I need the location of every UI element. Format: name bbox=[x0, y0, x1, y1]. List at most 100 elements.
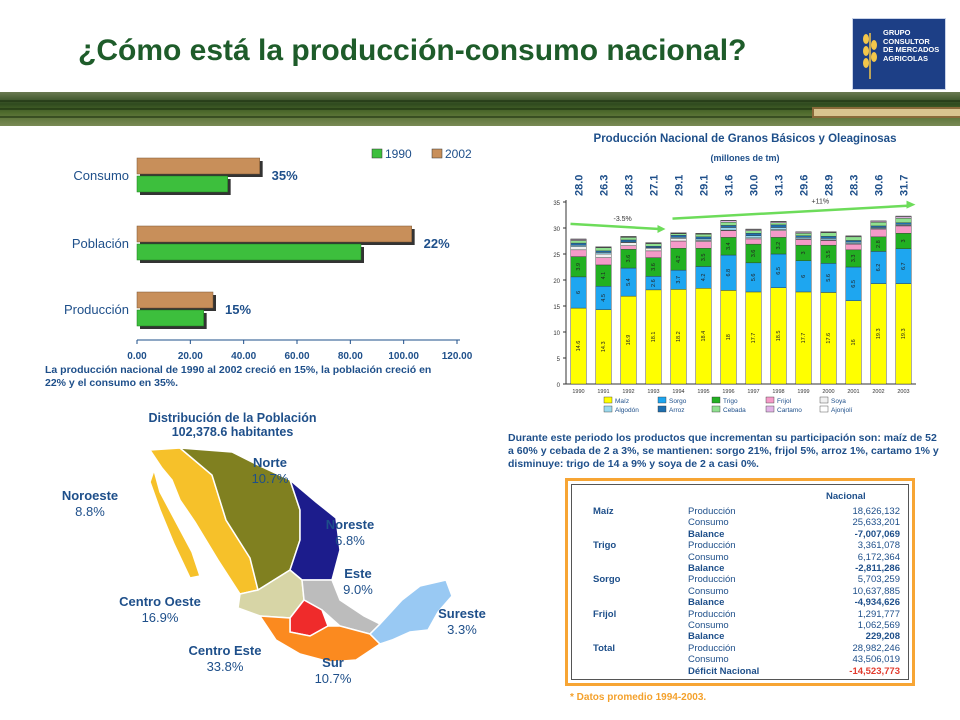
bar-segment bbox=[695, 238, 712, 241]
legend-swatch bbox=[765, 405, 775, 413]
table-row: Trigo Producción 3,361,078 bbox=[568, 540, 908, 551]
growth-ticks: 0.00 20.00 40.00 60.00 80.00 100.00 120.00 bbox=[127, 340, 473, 362]
map-title: Distribución de la Población 102,378.6 h… bbox=[110, 411, 355, 439]
x-tick-label: 1995 bbox=[697, 389, 709, 395]
total-label: 28.3 bbox=[624, 175, 636, 196]
bar-segment bbox=[770, 221, 787, 222]
y-tick-label: 5 bbox=[557, 357, 561, 363]
region-label-sur: Sur 10.7% bbox=[288, 655, 378, 687]
crop-cell: Maíz bbox=[593, 506, 614, 517]
page-title: ¿Cómo está la producción-consumo naciona… bbox=[78, 34, 747, 67]
chart-subtitle: (millones de tm) bbox=[710, 153, 780, 163]
bar-segment bbox=[720, 220, 737, 221]
mexico-map bbox=[148, 447, 453, 663]
table-row: Balance -2,811,286 bbox=[568, 563, 908, 574]
segment-label: 6.8 bbox=[726, 269, 732, 277]
bar-2002 bbox=[136, 291, 214, 309]
bar-segment bbox=[845, 235, 862, 237]
concept-cell: Balance bbox=[688, 597, 725, 609]
region-label-norte: Norte 10.7% bbox=[225, 455, 315, 487]
table-row: Balance -4,934,626 bbox=[568, 597, 908, 608]
bar-segment bbox=[645, 250, 662, 258]
value-cell: 18,626,132 bbox=[852, 506, 900, 517]
segment-label: 6.5 bbox=[776, 267, 782, 275]
row-pct: 22% bbox=[424, 236, 450, 251]
total-label: 28.3 bbox=[849, 175, 861, 196]
segment-label: 17.6 bbox=[826, 333, 832, 344]
x-tick-label: 1997 bbox=[747, 389, 759, 395]
legend-label: Trigo bbox=[723, 398, 738, 405]
table-row: Déficit Nacional -14,523,773 bbox=[568, 666, 908, 677]
bar-segment bbox=[670, 233, 687, 236]
value-cell: 43,506,019 bbox=[852, 654, 900, 666]
bar-segment bbox=[695, 236, 712, 240]
segment-label: 3.9 bbox=[576, 263, 582, 271]
total-label: 31.7 bbox=[899, 175, 911, 196]
bar-segment bbox=[870, 225, 887, 228]
x-tick-label: 2003 bbox=[897, 389, 909, 395]
region-name: Centro Oeste bbox=[119, 594, 201, 609]
total-label: 29.6 bbox=[799, 175, 811, 196]
table-row: Balance -7,007,069 bbox=[568, 529, 908, 540]
legend-swatch bbox=[711, 405, 721, 413]
y-tick-label: 15 bbox=[553, 305, 560, 311]
trend-annotations: -3.5% +11% bbox=[570, 199, 916, 234]
segment-label: 6 bbox=[801, 275, 807, 278]
total-label: 30.0 bbox=[749, 175, 761, 196]
stacked-bars: 14.6 6 3.9 14.3 4.5 4.1 16.9 5.4 3.6 18.1 2.6 3.6 18… bbox=[570, 215, 912, 385]
segment-label: 18.1 bbox=[651, 332, 657, 343]
x-tick-label: 2000 bbox=[822, 389, 834, 395]
table-header: Nacional bbox=[826, 491, 866, 502]
value-cell: 1,291,777 bbox=[857, 608, 900, 620]
tick-label: 20.00 bbox=[178, 351, 203, 362]
concept-cell: Producción bbox=[688, 506, 736, 517]
table-row: Total Producción 28,982,246 bbox=[568, 643, 908, 654]
bar-segment bbox=[695, 232, 712, 234]
row-label: Población bbox=[72, 236, 129, 251]
bar-segment bbox=[620, 236, 637, 238]
segment-label: 3.5 bbox=[701, 254, 707, 262]
legend-label: Frijol bbox=[777, 398, 792, 405]
trend-arrow-down bbox=[570, 222, 660, 231]
bar-segment bbox=[720, 225, 737, 228]
bar-segment bbox=[595, 250, 612, 253]
legend-label: Algodón bbox=[615, 407, 639, 414]
concept-cell: Balance bbox=[688, 631, 725, 643]
region-label-sureste: Sureste 3.3% bbox=[422, 606, 502, 638]
legend-label: Cebada bbox=[723, 407, 746, 414]
value-cell: 1,062,569 bbox=[857, 620, 900, 631]
bar-segment bbox=[745, 238, 762, 245]
region-pct: 3.3% bbox=[447, 622, 477, 637]
segment-label: 5.4 bbox=[626, 278, 632, 286]
value-cell: 10,637,885 bbox=[852, 585, 900, 597]
table-row: Sorgo Producción 5,703,259 bbox=[568, 574, 908, 585]
bar-segment bbox=[845, 243, 862, 251]
region-pct: 33.8% bbox=[206, 659, 244, 674]
segment-label: 3.7 bbox=[676, 276, 682, 284]
row-label: Consumo bbox=[73, 168, 129, 183]
y-tick-label: 20 bbox=[553, 279, 560, 285]
total-label: 29.1 bbox=[699, 175, 711, 196]
arrow-head bbox=[906, 200, 916, 209]
region-pct: 9.0% bbox=[343, 582, 373, 597]
table-row: Consumo 1,062,569 bbox=[568, 620, 908, 631]
x-tick-label: 2001 bbox=[847, 389, 859, 395]
bar-segment bbox=[795, 231, 812, 233]
bar-segment bbox=[845, 241, 862, 244]
bar-2002 bbox=[136, 157, 260, 175]
bar-segment bbox=[720, 227, 737, 231]
legend-label: Sorgo bbox=[669, 398, 687, 405]
x-tick-label: 1994 bbox=[672, 389, 684, 395]
total-label: 28.9 bbox=[824, 175, 836, 196]
x-tick-label: 1992 bbox=[622, 389, 634, 395]
bar-segment bbox=[795, 239, 812, 246]
bar-1990 bbox=[136, 243, 362, 261]
x-tick-label: 2002 bbox=[872, 389, 884, 395]
concept-cell: Consumo bbox=[688, 585, 729, 597]
bar-segment bbox=[720, 230, 737, 238]
segment-label: 4.5 bbox=[601, 294, 607, 302]
concept-cell: Producción bbox=[688, 608, 736, 620]
region-label-centro-este: Centro Este 33.8% bbox=[170, 643, 280, 675]
bar-segment bbox=[645, 243, 662, 247]
value-cell: 5,703,259 bbox=[857, 574, 900, 586]
